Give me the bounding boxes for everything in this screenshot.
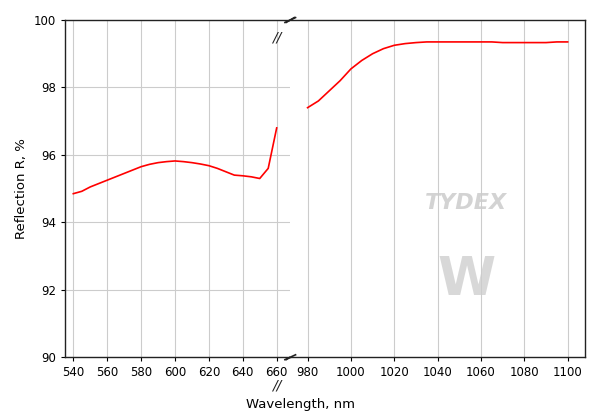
Text: Wavelength, nm: Wavelength, nm <box>245 398 355 411</box>
Text: //: // <box>272 30 281 44</box>
Text: W: W <box>437 254 495 306</box>
Text: TYDEX: TYDEX <box>425 193 507 213</box>
Y-axis label: Reflection R, %: Reflection R, % <box>15 138 28 239</box>
Text: //: // <box>272 379 281 393</box>
